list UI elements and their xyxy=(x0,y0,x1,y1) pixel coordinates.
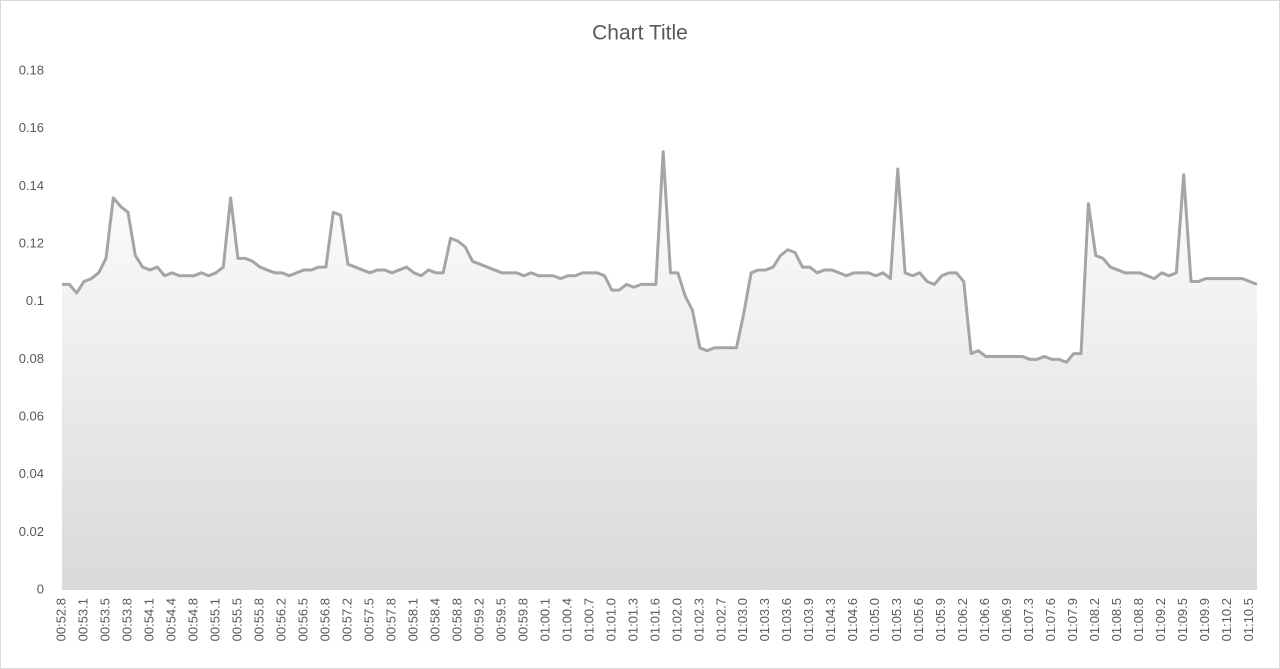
x-tick-label: 00:53.1 xyxy=(75,598,90,641)
x-tick-label: 00:54.8 xyxy=(185,598,200,641)
x-tick-label: 00:57.5 xyxy=(361,598,376,641)
x-tick-label: 01:02.0 xyxy=(669,598,684,641)
x-tick-label: 00:54.4 xyxy=(163,598,178,641)
x-tick-label: 01:01.6 xyxy=(647,598,662,641)
x-tick-label: 00:57.2 xyxy=(339,598,354,641)
y-tick-label: 0.1 xyxy=(26,293,44,308)
x-tick-label: 01:06.2 xyxy=(955,598,970,641)
x-tick-label: 01:08.2 xyxy=(1087,598,1102,641)
x-tick-label: 01:01.0 xyxy=(603,598,618,641)
x-tick-label: 01:03.3 xyxy=(757,598,772,641)
chart-title: Chart Title xyxy=(592,22,688,45)
x-tick-label: 01:04.3 xyxy=(823,598,838,641)
y-tick-label: 0.04 xyxy=(19,466,44,481)
x-tick-label: 00:58.1 xyxy=(405,598,420,641)
x-tick-label: 00:57.8 xyxy=(383,598,398,641)
x-tick-label: 00:59.8 xyxy=(515,598,530,641)
y-tick-label: 0.06 xyxy=(19,408,44,423)
x-tick-label: 01:04.6 xyxy=(845,598,860,641)
y-tick-label: 0.12 xyxy=(19,235,44,250)
x-tick-label: 01:08.5 xyxy=(1109,598,1124,641)
x-tick-label: 00:53.5 xyxy=(97,598,112,641)
area-line xyxy=(62,150,1258,364)
x-tick-label: 00:56.5 xyxy=(295,598,310,641)
x-tick-label: 01:06.6 xyxy=(977,598,992,641)
x-tick-label: 01:07.9 xyxy=(1065,598,1080,641)
x-tick-label: 01:08.8 xyxy=(1131,598,1146,641)
x-tick-label: 01:01.3 xyxy=(625,598,640,641)
x-tick-label: 01:10.5 xyxy=(1241,598,1256,641)
y-tick-label: 0.08 xyxy=(19,351,44,366)
x-tick-label: 01:00.7 xyxy=(581,598,596,641)
x-tick-label: 01:09.9 xyxy=(1197,598,1212,641)
y-tick-label: 0.16 xyxy=(19,120,44,135)
x-tick-label: 01:10.2 xyxy=(1219,598,1234,641)
x-tick-label: 00:58.4 xyxy=(427,598,442,641)
x-tick-label: 01:03.6 xyxy=(779,598,794,641)
x-tick-label: 01:06.9 xyxy=(999,598,1014,641)
x-tick-label: 00:55.8 xyxy=(251,598,266,641)
x-tick-label: 01:05.0 xyxy=(867,598,882,641)
x-tick-label: 01:05.3 xyxy=(889,598,904,641)
x-tick-label: 00:55.5 xyxy=(229,598,244,641)
x-tick-label: 00:56.2 xyxy=(273,598,288,641)
x-tick-label: 01:09.5 xyxy=(1175,598,1190,641)
x-tick-label: 00:52.8 xyxy=(53,598,68,641)
x-tick-label: 01:05.9 xyxy=(933,598,948,641)
x-tick-label: 01:07.6 xyxy=(1043,598,1058,641)
x-tick-label: 00:54.1 xyxy=(141,598,156,641)
y-tick-label: 0.02 xyxy=(19,524,44,539)
x-tick-label: 01:03.9 xyxy=(801,598,816,641)
x-tick-label: 00:59.5 xyxy=(493,598,508,641)
x-tick-label: 01:00.1 xyxy=(537,598,552,641)
x-tick-label: 01:03.0 xyxy=(735,598,750,641)
x-tick-label: 01:00.4 xyxy=(559,598,574,641)
y-tick-label: 0.14 xyxy=(19,178,44,193)
area xyxy=(62,151,1257,591)
x-tick-label: 00:56.8 xyxy=(317,598,332,641)
x-tick-label: 01:09.2 xyxy=(1153,598,1168,641)
x-tick-label: 01:07.3 xyxy=(1021,598,1036,641)
x-tick-label: 00:53.8 xyxy=(119,598,134,641)
y-tick-label: 0 xyxy=(37,581,44,596)
x-tick-label: 01:05.6 xyxy=(911,598,926,641)
x-tick-label: 01:02.7 xyxy=(713,598,728,641)
x-tick-label: 00:55.1 xyxy=(207,598,222,641)
x-tick-label: 00:58.8 xyxy=(449,598,464,641)
y-tick-label: 0.18 xyxy=(19,62,44,77)
x-tick-label: 01:02.3 xyxy=(691,598,706,641)
x-tick-label: 00:59.2 xyxy=(471,598,486,641)
